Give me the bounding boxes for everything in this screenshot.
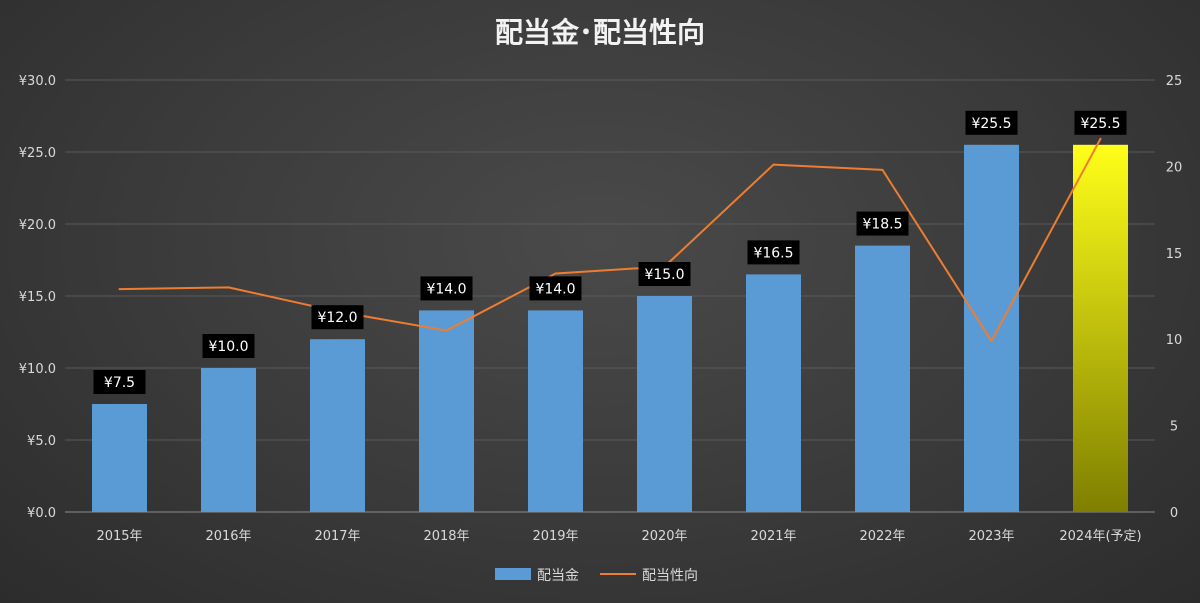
line-point	[118, 288, 121, 291]
data-label-box	[93, 370, 146, 394]
left-tick-label: ¥20.0	[19, 218, 56, 233]
data-label-box	[529, 276, 582, 301]
category-label: 2015年	[96, 529, 142, 544]
payout-ratio-series-line	[119, 138, 1102, 342]
data-label: ¥7.5	[104, 375, 135, 391]
left-tick-label: ¥15.0	[19, 290, 56, 305]
chart-title: 配当金･配当性向	[495, 16, 705, 49]
line-point	[554, 272, 557, 275]
category-axis-labels: 2015年 2016年 2017年 2018年 2019年 2020年 2021年 2022年…	[96, 529, 1141, 544]
legend-swatch-dividend	[495, 568, 531, 580]
right-tick-label: 0	[1170, 506, 1178, 521]
line-point	[990, 339, 993, 342]
dividend-bars	[92, 144, 1128, 513]
bar	[92, 404, 147, 512]
bar	[964, 144, 1019, 513]
data-label: ¥12.0	[317, 310, 357, 326]
legend-label-dividend: 配当金	[537, 568, 579, 584]
data-label-box	[202, 334, 255, 358]
data-label-box	[638, 262, 691, 286]
data-label-box	[420, 276, 473, 301]
category-label: 2024年(予定)	[1059, 529, 1141, 544]
line-point	[772, 163, 775, 166]
right-tick-label: 25	[1166, 74, 1183, 89]
bar	[310, 339, 365, 512]
legend: 配当金 配当性向	[495, 568, 698, 584]
left-tick-label: ¥30.0	[19, 74, 56, 89]
data-label: ¥14.0	[426, 281, 466, 297]
line-point	[1099, 137, 1102, 140]
bar	[528, 310, 583, 512]
payout-ratio-line	[118, 137, 1102, 342]
bar	[201, 368, 256, 512]
data-label-box	[856, 211, 909, 236]
bar	[637, 296, 692, 512]
left-axis-ticks: ¥0.0 ¥5.0 ¥10.0 ¥15.0 ¥20.0 ¥25.0 ¥30.0	[19, 74, 56, 521]
category-label: 2018年	[423, 529, 469, 544]
left-tick-label: ¥10.0	[19, 362, 56, 377]
left-tick-label: ¥5.0	[27, 434, 56, 449]
data-label: ¥10.0	[208, 339, 248, 355]
data-label-box	[965, 110, 1018, 135]
legend-label-payout: 配当性向	[642, 568, 698, 584]
bar	[1073, 144, 1128, 513]
category-label: 2022年	[859, 529, 905, 544]
left-tick-label: ¥0.0	[27, 506, 56, 521]
bar-data-labels: ¥7.5 ¥10.0 ¥12.0 ¥14.0 ¥14.0 ¥15.0 ¥16.5 ¥18.5 ¥…	[93, 110, 1127, 394]
category-label: 2017年	[314, 529, 360, 544]
bar	[746, 274, 801, 512]
right-tick-label: 20	[1166, 160, 1183, 175]
data-label: ¥15.0	[644, 267, 684, 283]
line-point	[445, 329, 448, 332]
bar	[419, 310, 474, 512]
right-axis-ticks: 0 5 10 15 20 25	[1166, 74, 1183, 521]
line-point	[881, 168, 884, 171]
left-tick-label: ¥25.0	[19, 146, 56, 161]
data-label: ¥16.5	[753, 245, 793, 261]
bar	[855, 245, 910, 512]
data-label-box	[747, 240, 800, 265]
category-label: 2019年	[532, 529, 578, 544]
data-label-box	[311, 305, 364, 330]
category-label: 2023年	[968, 529, 1014, 544]
category-label: 2016年	[205, 529, 251, 544]
right-tick-label: 15	[1166, 247, 1183, 262]
data-label-box	[1074, 110, 1127, 135]
data-label: ¥18.5	[862, 217, 902, 233]
right-tick-label: 10	[1166, 333, 1183, 348]
category-label: 2021年	[750, 529, 796, 544]
category-label: 2020年	[641, 529, 687, 544]
right-tick-label: 5	[1170, 420, 1178, 435]
data-label: ¥25.5	[1080, 116, 1120, 132]
line-point	[227, 286, 230, 289]
data-label: ¥25.5	[971, 116, 1011, 132]
data-label: ¥14.0	[535, 281, 575, 297]
